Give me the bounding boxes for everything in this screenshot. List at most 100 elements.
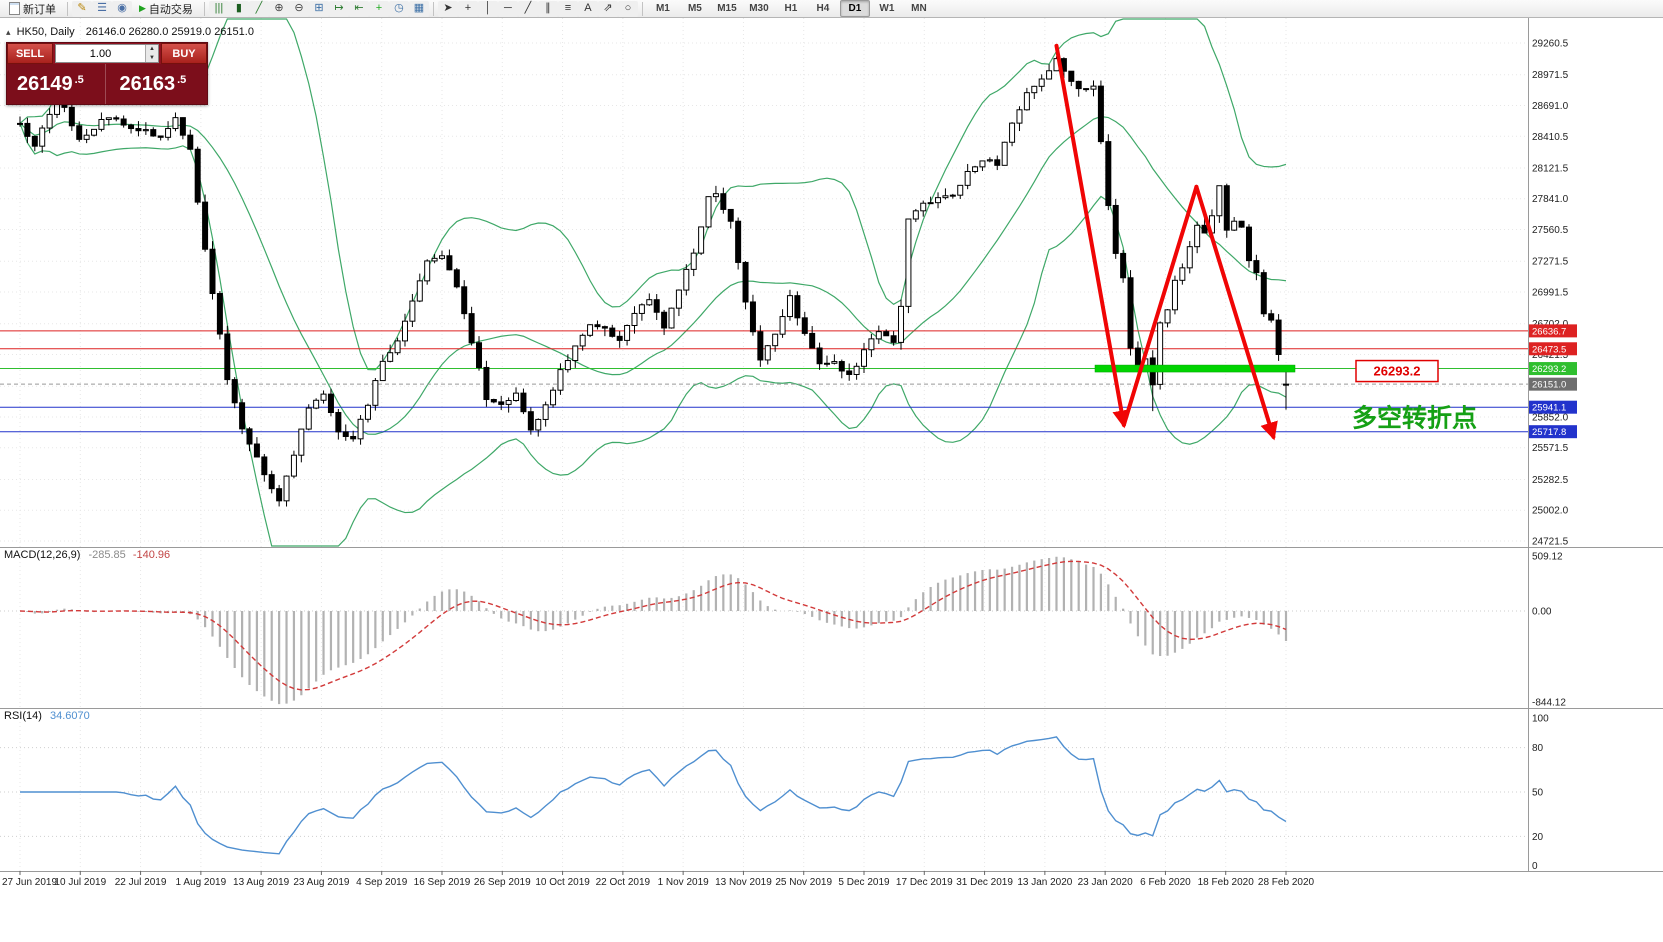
svg-text:26293.2: 26293.2	[1532, 364, 1566, 375]
new-order-button[interactable]: 新订单	[3, 1, 62, 17]
svg-text:28971.5: 28971.5	[1532, 70, 1569, 81]
buy-button[interactable]: BUY	[161, 43, 207, 64]
macd-header: MACD(12,26,9) -285.85 -140.96	[4, 549, 170, 561]
one-click-trading-panel: SELL 1.00 ▲ ▼ BUY 26149.5 26163.5	[6, 42, 208, 105]
vertical-line-icon[interactable]: │	[477, 0, 498, 17]
bollinger-upper-band	[19, 18, 1287, 371]
toolbar-separator	[203, 1, 205, 16]
market-watch-icon[interactable]: ☰	[92, 0, 112, 17]
chart-title: ▴ HK50, Daily 26146.0 26280.0 25919.0 26…	[6, 26, 254, 38]
toolbar-chart-icons: ||| ▮ ╱ ⊕ ⊖ ⊞ ↦ ⇤ + ◷ ▦	[208, 0, 429, 17]
macd-histogram	[26, 556, 1288, 705]
candlestick-icon[interactable]: ▮	[228, 0, 249, 17]
volume-increase-button[interactable]: ▲	[146, 45, 158, 54]
text-icon[interactable]: A	[577, 0, 598, 17]
macd-signal-line	[19, 560, 1287, 691]
svg-text:26421.5: 26421.5	[1532, 350, 1569, 361]
volume-decrease-button[interactable]: ▼	[146, 53, 158, 62]
svg-text:5 Dec 2019: 5 Dec 2019	[838, 877, 890, 888]
svg-text:28 Feb 2020: 28 Feb 2020	[1258, 877, 1315, 888]
svg-text:22 Oct 2019: 22 Oct 2019	[596, 877, 651, 888]
volume-value[interactable]: 1.00	[89, 47, 112, 60]
periods-icon[interactable]: ◷	[388, 0, 409, 17]
support-zone-bar[interactable]	[1094, 364, 1296, 373]
svg-text:25571.5: 25571.5	[1532, 443, 1569, 454]
timeframe-w1[interactable]: W1	[879, 3, 895, 14]
timeframe-m1[interactable]: M1	[655, 3, 670, 14]
autotrading-button[interactable]: ▶ 自动交易	[133, 1, 199, 17]
sell-button[interactable]: SELL	[7, 43, 53, 64]
timeframe-m15[interactable]: M15	[717, 3, 737, 14]
turning-point-annotation[interactable]: 多空转折点	[1352, 404, 1477, 433]
timeframe-m30[interactable]: M30	[749, 3, 769, 14]
channel-icon[interactable]: ∥	[537, 0, 558, 17]
price-callout[interactable]: 26293.2	[1355, 359, 1439, 383]
price-tag-26151.0: 26151.0	[1529, 377, 1577, 391]
svg-text:13 Jan 2020: 13 Jan 2020	[1017, 877, 1072, 888]
arrows-icon[interactable]: ⇗	[597, 0, 618, 17]
timeframe-d1[interactable]: D1	[839, 0, 870, 17]
grid	[0, 18, 1528, 871]
top-toolbar: 新订单 ✎ ☰ ◉ ▶ 自动交易 ||| ▮ ╱ ⊕ ⊖ ⊞ ↦ ⇤ + ◷ ▦ ➤ + │ ─ ╱ ∥ ≡ A ⇗ ○ …	[0, 0, 1663, 18]
tile-windows-icon[interactable]: ⊞	[308, 0, 329, 17]
bar-chart-icon[interactable]: |||	[208, 0, 229, 17]
svg-text:27 Jun 2019: 27 Jun 2019	[2, 877, 57, 888]
sell-price[interactable]: 26149.5	[17, 72, 84, 95]
crosshair-icon[interactable]: +	[457, 0, 478, 17]
svg-text:50: 50	[1532, 788, 1544, 799]
toolbar-left-icons: ✎ ☰ ◉	[72, 0, 132, 17]
bollinger-middle-band	[19, 115, 1287, 435]
fibonacci-icon[interactable]: ≡	[557, 0, 578, 17]
chart-window: 26293.2 多空转折点 29260.5 28971.5 28691.0 28410.5…	[0, 18, 1663, 942]
chart-canvas[interactable]: 26293.2 多空转折点 29260.5 28971.5 28691.0 28410.5…	[0, 18, 1663, 942]
indicators-icon[interactable]: +	[368, 0, 389, 17]
new-order-label: 新订单	[23, 3, 56, 16]
toolbar-separator	[641, 1, 643, 16]
trendline-icon[interactable]: ╱	[517, 0, 538, 17]
timeframe-mn[interactable]: MN	[911, 3, 927, 14]
svg-text:26473.5: 26473.5	[1532, 344, 1566, 355]
new-order-icon	[9, 2, 20, 15]
timeframe-h1[interactable]: H1	[784, 3, 798, 14]
horizontal-line-icon[interactable]: ─	[497, 0, 518, 17]
svg-text:26151.0: 26151.0	[1532, 380, 1566, 391]
svg-text:20: 20	[1532, 832, 1544, 843]
navigator-icon[interactable]: ◉	[112, 0, 132, 17]
toolbar-separator	[432, 1, 434, 16]
timeframe-h4[interactable]: H4	[816, 3, 830, 14]
svg-text:17 Dec 2019: 17 Dec 2019	[896, 877, 953, 888]
zoom-in-icon[interactable]: ⊕	[268, 0, 289, 17]
zoom-out-icon[interactable]: ⊖	[288, 0, 309, 17]
svg-text:-844.12: -844.12	[1532, 698, 1566, 709]
rsi-value: 34.6070	[49, 710, 90, 722]
volume-arrows: ▲ ▼	[145, 45, 158, 62]
svg-text:22 Jul 2019: 22 Jul 2019	[115, 877, 167, 888]
svg-text:25282.5: 25282.5	[1532, 475, 1569, 486]
volume-stepper[interactable]: 1.00 ▲ ▼	[55, 44, 159, 63]
one-click-collapse-icon[interactable]: ▴	[6, 27, 11, 37]
templates-icon[interactable]: ▦	[408, 0, 429, 17]
line-chart-icon[interactable]: ╱	[248, 0, 269, 17]
price-tag-25941.1: 25941.1	[1529, 400, 1577, 414]
auto-scroll-icon[interactable]: ↦	[328, 0, 349, 17]
svg-text:29260.5: 29260.5	[1532, 39, 1569, 50]
rsi-line	[20, 736, 1287, 855]
svg-text:25852.0: 25852.0	[1532, 412, 1569, 423]
shapes-icon[interactable]: ○	[617, 0, 638, 17]
timeframe-m5[interactable]: M5	[687, 3, 702, 14]
autotrading-label: 自动交易	[148, 3, 193, 16]
trend-arrow-annotation[interactable]	[1054, 43, 1278, 441]
metaeditor-icon[interactable]: ✎	[72, 0, 92, 17]
cursor-icon[interactable]: ➤	[437, 0, 458, 17]
buy-price[interactable]: 26163.5	[104, 64, 208, 104]
svg-text:25717.8: 25717.8	[1532, 427, 1566, 438]
svg-text:27841.0: 27841.0	[1532, 194, 1569, 205]
autotrading-play-icon: ▶	[139, 3, 146, 13]
svg-text:24721.5: 24721.5	[1532, 537, 1569, 548]
timeframe-toolbar: M1 M5 M15 M30 H1 H4 D1 W1 MN	[647, 0, 935, 17]
chart-shift-icon[interactable]: ⇤	[348, 0, 369, 17]
svg-text:28121.5: 28121.5	[1532, 163, 1569, 174]
svg-text:16 Sep 2019: 16 Sep 2019	[414, 877, 471, 888]
svg-text:25 Nov 2019: 25 Nov 2019	[775, 877, 832, 888]
svg-text:13 Nov 2019: 13 Nov 2019	[715, 877, 772, 888]
